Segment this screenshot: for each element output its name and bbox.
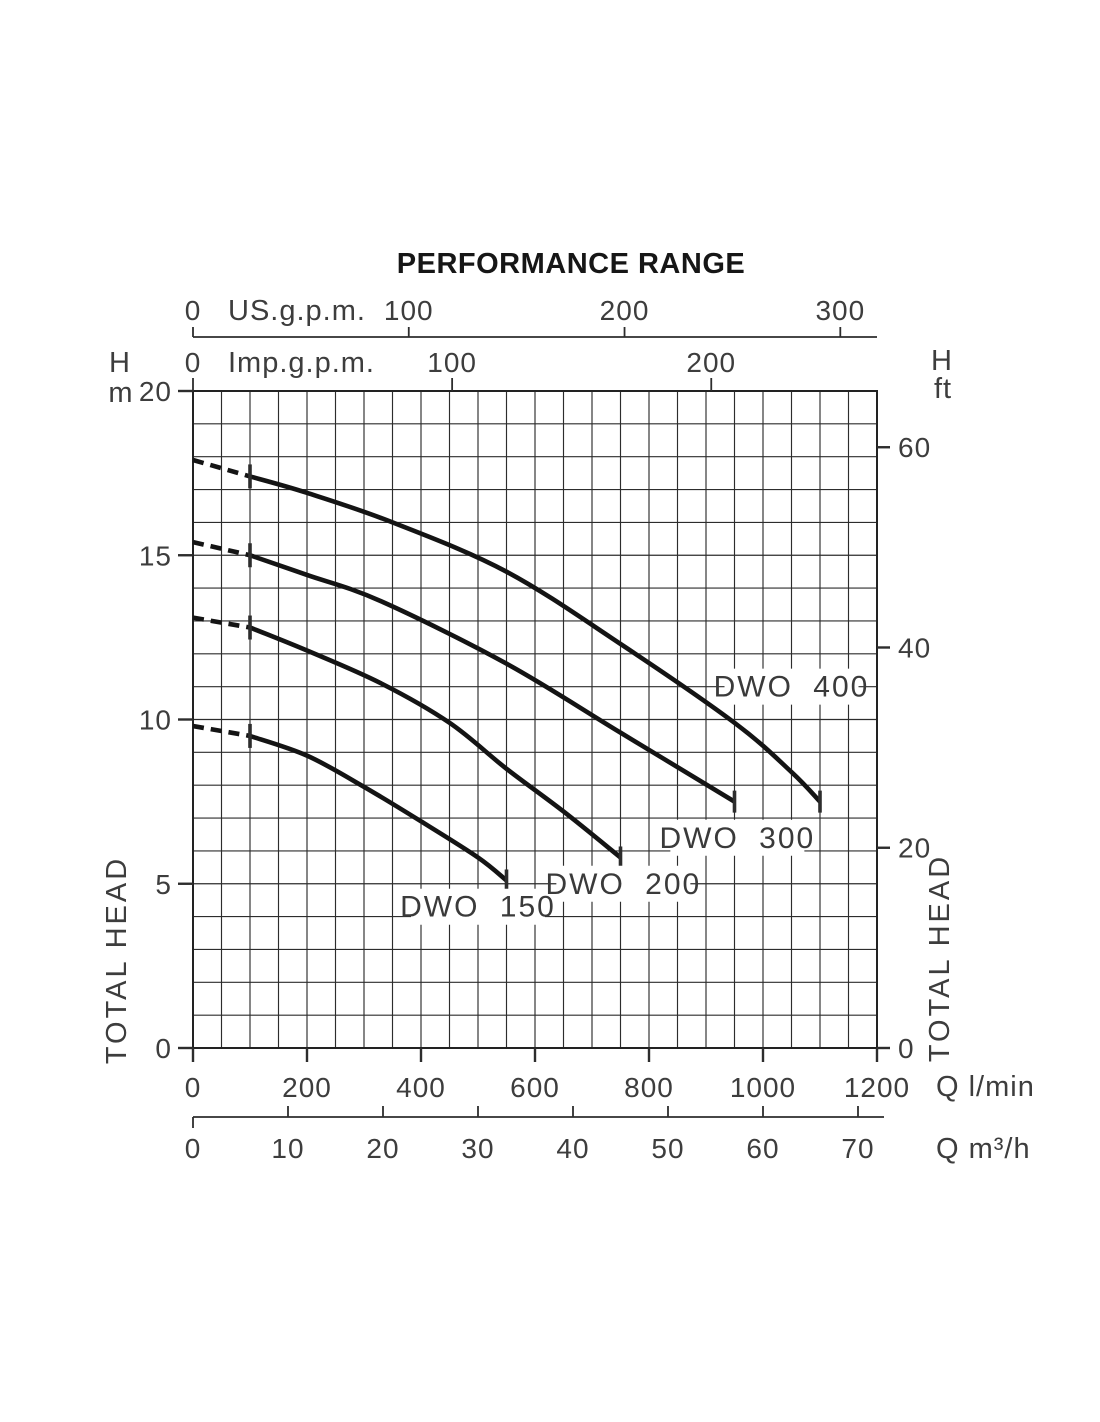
left-axis-tick-label: 0: [155, 1033, 172, 1064]
lmin-axis-tick-label: 800: [624, 1072, 674, 1103]
impgpm-axis-tick-label: 200: [686, 347, 736, 378]
flow-lmin-unit-label: Q l/min: [936, 1071, 1035, 1103]
curve-dwo-200: [249, 625, 622, 860]
left-axis-tick-label: 10: [139, 705, 172, 736]
head-right-unit: ft: [934, 373, 952, 405]
m3h-axis-tick-label: 10: [271, 1133, 304, 1164]
total-head-right-label: TOTAL HEAD: [924, 854, 956, 1062]
imp-gpm-unit-label: Imp.g.p.m.: [228, 347, 375, 379]
head-right-symbol: H: [931, 345, 953, 377]
series-label-dwo-300: DWO 300: [659, 822, 815, 855]
m3h-axis-tick-label: 60: [746, 1133, 779, 1164]
curve-dwo-300: [249, 553, 736, 804]
series-label-box-dwo-150: [411, 888, 545, 925]
lmin-axis-tick-label: 400: [396, 1072, 446, 1103]
series-label-box-dwo-200: [556, 865, 691, 902]
left-axis-tick-label: 15: [139, 540, 172, 571]
curve-dashed-dwo-400: [192, 457, 251, 479]
series-label-dwo-400: DWO 400: [714, 671, 870, 704]
lmin-axis-tick-label: 600: [510, 1072, 560, 1103]
m3h-axis-tick-label: 30: [461, 1133, 494, 1164]
series-label-dwo-200: DWO 200: [545, 868, 701, 901]
right-axis-tick-label: 0: [898, 1033, 915, 1064]
right-axis-tick-label: 40: [898, 632, 931, 663]
curve-dashed-dwo-150: [192, 723, 251, 739]
total-head-left-label: TOTAL HEAD: [101, 856, 133, 1064]
left-axis-tick-label: 20: [139, 376, 172, 407]
right-axis-tick-label: 20: [898, 833, 931, 864]
left-axis-tick-label: 5: [155, 869, 172, 900]
lmin-axis-tick-label: 0: [185, 1072, 202, 1103]
head-left-symbol: H: [109, 347, 131, 379]
impgpm-axis-tick-label: 0: [185, 347, 202, 378]
m3h-axis-tick-label: 20: [366, 1133, 399, 1164]
curve-dashed-dwo-300: [192, 539, 251, 558]
curve-dashed-dwo-200: [192, 615, 251, 630]
flow-m3h-unit-label: Q m³/h: [936, 1133, 1031, 1165]
m3h-axis-tick-label: 70: [841, 1133, 874, 1164]
m3h-axis-tick-label: 0: [185, 1133, 202, 1164]
usgpm-axis-tick-label: 300: [815, 295, 865, 326]
series-label-box-dwo-400: [724, 668, 859, 705]
chart-title: PERFORMANCE RANGE: [397, 248, 745, 280]
m3h-axis-tick-label: 50: [651, 1133, 684, 1164]
curve-dwo-400: [249, 474, 822, 804]
usgpm-axis-tick-label: 100: [384, 295, 434, 326]
usgpm-axis-tick-label: 200: [600, 295, 650, 326]
right-axis-tick-label: 60: [898, 432, 931, 463]
curve-dwo-150: [249, 733, 508, 883]
series-label-box-dwo-300: [670, 819, 805, 856]
impgpm-axis-tick-label: 100: [427, 347, 477, 378]
lmin-axis-tick-label: 1000: [730, 1072, 796, 1103]
lmin-axis-tick-label: 200: [282, 1072, 332, 1103]
usgpm-axis-tick-label: 0: [185, 295, 202, 326]
lmin-axis-tick-label: 1200: [844, 1072, 910, 1103]
m3h-axis-tick-label: 40: [556, 1133, 589, 1164]
head-left-unit: m: [108, 377, 133, 409]
us-gpm-unit-label: US.g.p.m.: [228, 295, 366, 327]
series-label-dwo-150: DWO 150: [400, 891, 556, 924]
